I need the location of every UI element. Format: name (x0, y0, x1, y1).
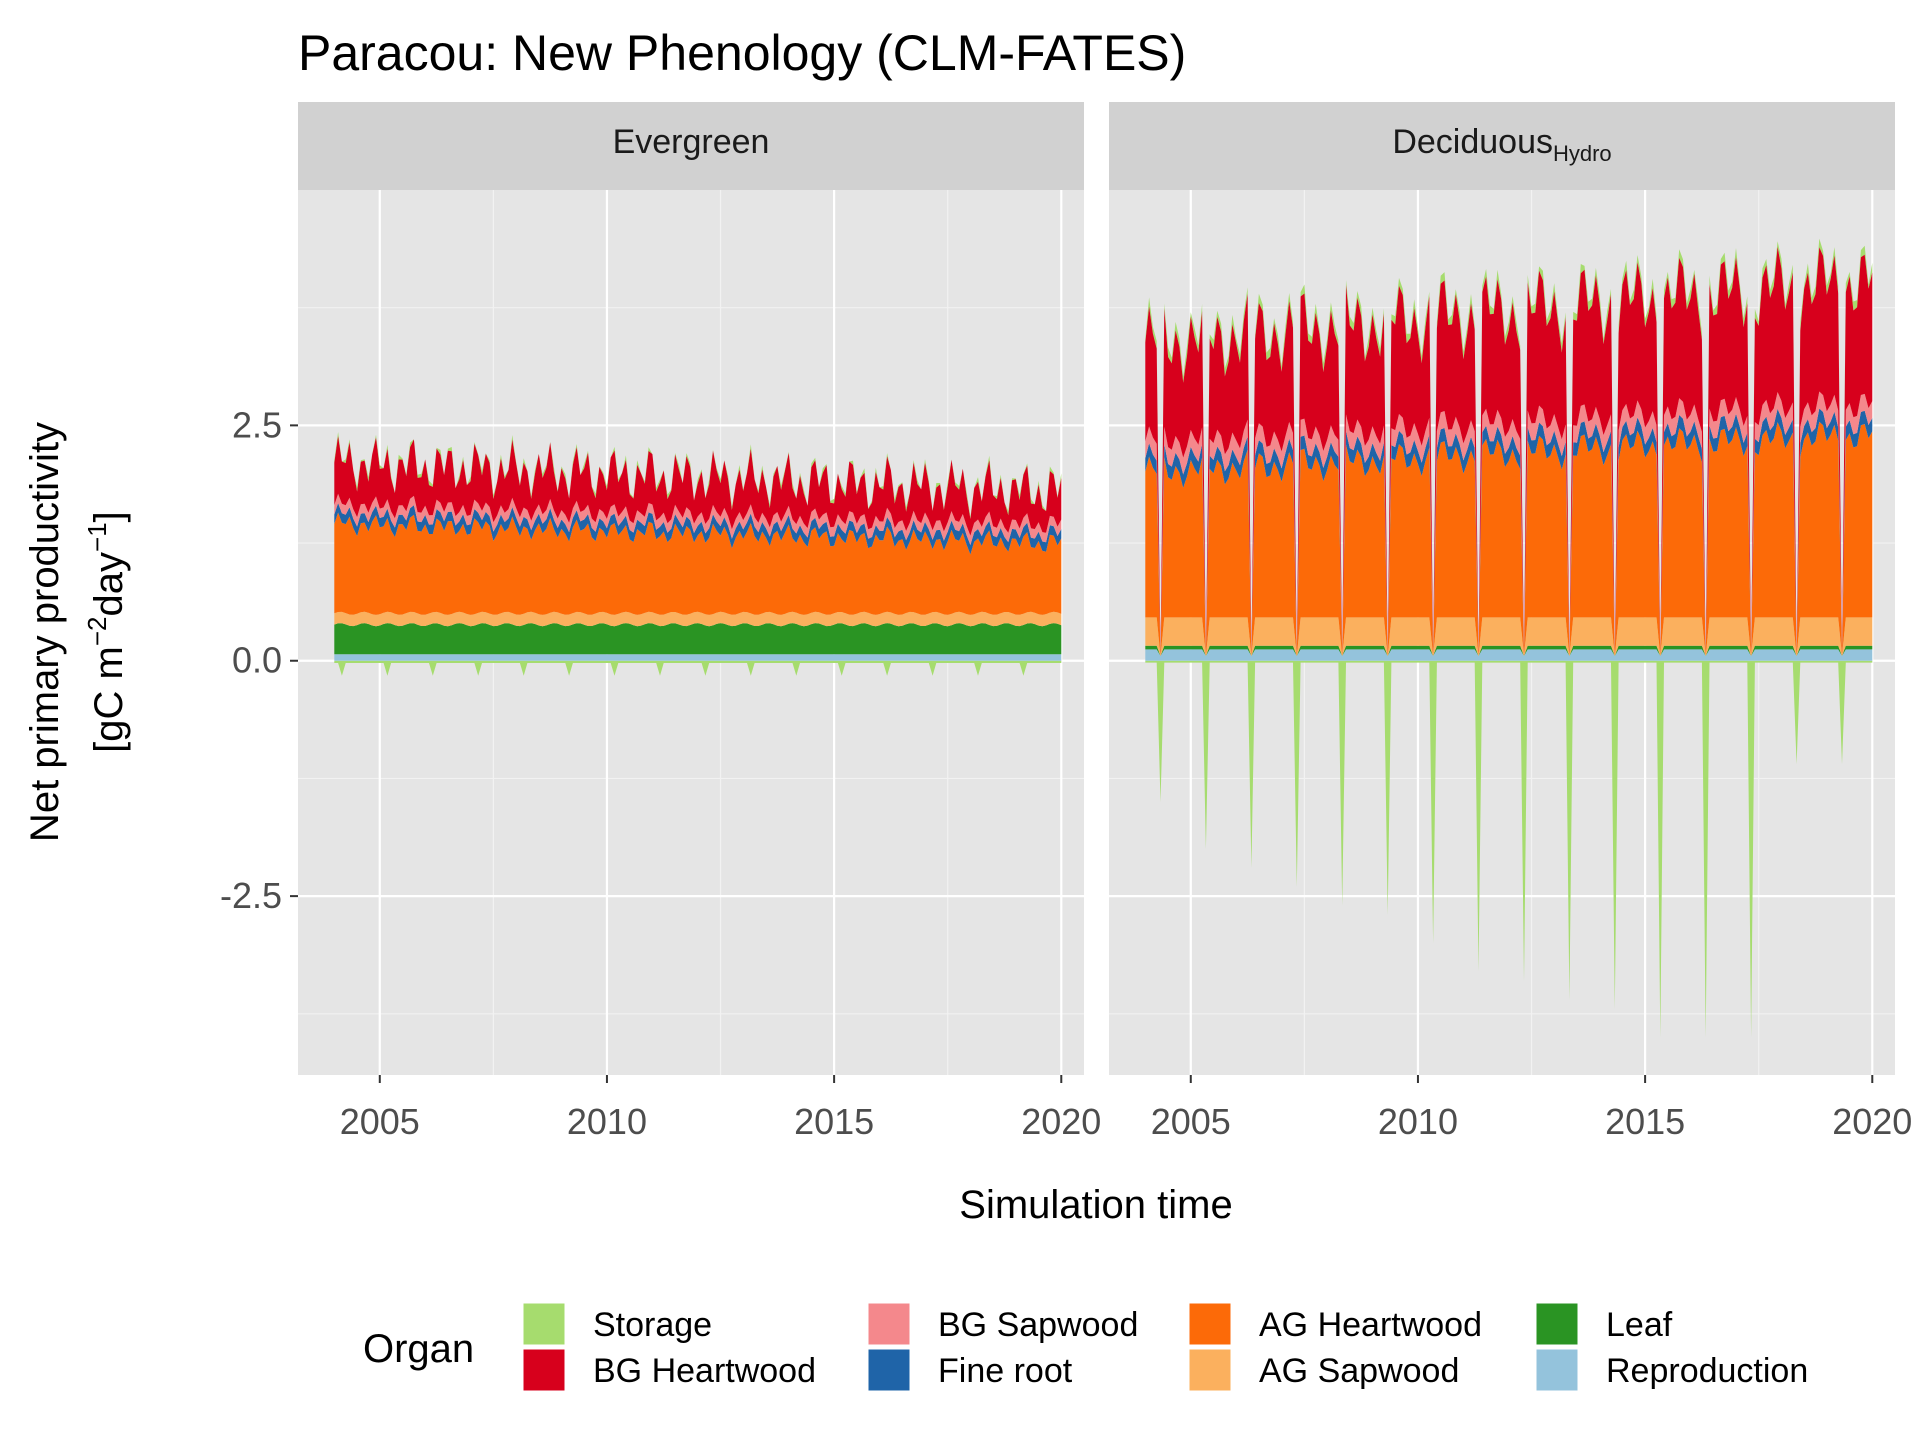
panel-2-x-tick-label-0: 2005 (1151, 1101, 1231, 1142)
legend-key-fine-root (867, 1348, 911, 1392)
panel-2-area-bg-heartwood (1145, 246, 1873, 656)
y-tick-label-0: 2.5 (232, 404, 282, 445)
panel-1-area-storage-negative (334, 660, 1062, 676)
panel-1-x-tick-label-0: 2005 (340, 1101, 420, 1142)
legend-label-bg-sapwood: BG Sapwood (938, 1306, 1138, 1344)
x-axis: 2005 2010 2015 2020 2005 2010 2015 2020 (340, 1075, 1912, 1142)
legend-key-storage (522, 1302, 566, 1346)
panel-2-x-tick-label-2: 2015 (1605, 1101, 1685, 1142)
x-axis-title: Simulation time (959, 1183, 1232, 1227)
panel-1-areas (334, 432, 1062, 676)
legend-key-bg-sapwood (867, 1302, 911, 1346)
legend: Organ Storage BG Heartwood BG Sapwood Fine … (363, 1302, 1808, 1392)
panel-2-area-ag-sapwood (1145, 617, 1873, 656)
legend-label-bg-heartwood: BG Heartwood (593, 1352, 816, 1390)
legend-label-leaf: Leaf (1606, 1306, 1673, 1344)
panel-1-x-tick-label-3: 2020 (1021, 1101, 1101, 1142)
y-axis: 2.5 0.0 -2.5 (220, 404, 298, 916)
y-tick-label-2: -2.5 (220, 875, 282, 916)
legend-key-bg-heartwood (522, 1348, 566, 1392)
panel-2-area-reproduction (1145, 649, 1873, 661)
panel-1-area-bg-sapwood (334, 493, 1062, 545)
panel-2-area-leaf (1145, 645, 1873, 656)
legend-label-ag-heartwood: AG Heartwood (1259, 1306, 1482, 1344)
panel-1-strip (298, 102, 1084, 190)
legend-label-ag-sapwood: AG Sapwood (1259, 1352, 1459, 1390)
panel-2-x-tick-label-3: 2020 (1832, 1101, 1912, 1142)
legend-title: Organ (363, 1327, 474, 1371)
panel-2-areas (1145, 238, 1873, 1038)
legend-key-reproduction (1535, 1348, 1579, 1392)
panel-1-x-tick-label-2: 2015 (794, 1101, 874, 1142)
legend-label-fine-root: Fine root (938, 1352, 1073, 1390)
panel-1-area-reproduction (334, 654, 1062, 661)
panel-2-strip (1109, 102, 1895, 190)
panel-1-area-storage (334, 432, 1062, 519)
y-axis-title: Net primary productivity [gC m−2day−1] (23, 422, 131, 842)
panel-2-area-storage (1145, 238, 1873, 656)
y-tick-label-1: 0.0 (232, 640, 282, 681)
panel-1-area-ag-sapwood (334, 611, 1062, 627)
panel-1-strip-label: Evergreen (613, 123, 770, 161)
panel-1-x-tick-label-1: 2010 (567, 1101, 647, 1142)
panel-1-area-ag-heartwood (334, 512, 1062, 615)
legend-key-ag-sapwood (1188, 1348, 1232, 1392)
chart-title: Paracou: New Phenology (CLM-FATES) (298, 25, 1186, 81)
legend-label-storage: Storage (593, 1306, 712, 1344)
panel-1-area-fine-root (334, 503, 1062, 555)
legend-key-ag-heartwood (1188, 1302, 1232, 1346)
panel-2-strip-label: DeciduousHydro (1392, 123, 1611, 166)
y-axis-title-line2: [gC m−2day−1] (82, 511, 131, 753)
panel-2-area-fine-root (1145, 408, 1873, 656)
panel-2-area-ag-heartwood (1145, 421, 1873, 656)
panel-2-x-tick-label-1: 2010 (1378, 1101, 1458, 1142)
panel-1-area-bg-heartwood (334, 436, 1062, 536)
panel-1-area-leaf (334, 623, 1062, 655)
y-axis-title-line1: Net primary productivity (23, 422, 67, 842)
panel-2-area-bg-sapwood (1145, 391, 1873, 656)
legend-label-reproduction: Reproduction (1606, 1352, 1808, 1390)
legend-key-leaf (1535, 1302, 1579, 1346)
